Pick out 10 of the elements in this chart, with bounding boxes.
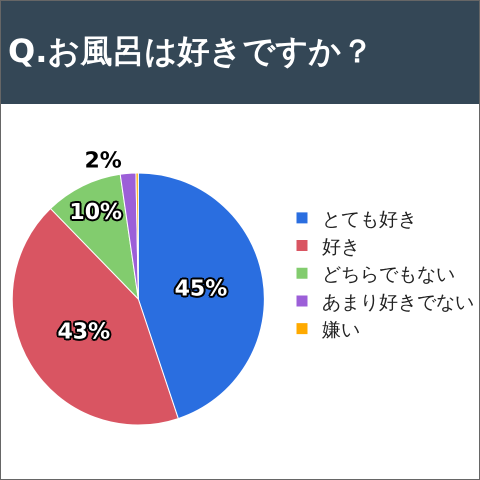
legend-label: あまり好きでない bbox=[322, 291, 474, 314]
data-label: 43% bbox=[57, 320, 110, 345]
legend-label: どちらでもない bbox=[322, 264, 455, 286]
legend-label: 好き bbox=[322, 236, 360, 258]
legend-label: とても好き bbox=[322, 208, 417, 230]
legend-label: 嫌い bbox=[322, 319, 360, 342]
data-label: 45% bbox=[174, 276, 228, 302]
chart-title: Q.お風呂は好きですか？ bbox=[8, 31, 374, 72]
data-label: 2% bbox=[84, 148, 122, 174]
data-label: 10% bbox=[69, 200, 122, 226]
